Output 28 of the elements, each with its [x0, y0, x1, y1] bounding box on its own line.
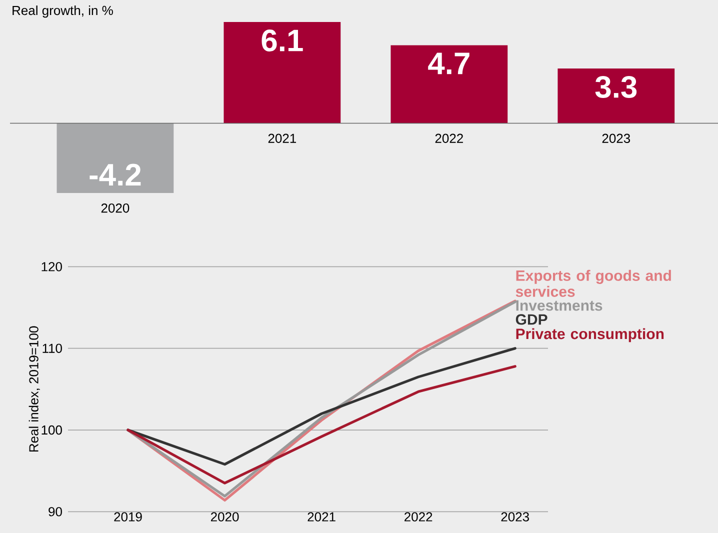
y-axis-title: Real index, 2019=100 [28, 326, 40, 452]
bar [56, 123, 174, 193]
bar [224, 22, 341, 124]
data-label: 6.1 [262, 30, 303, 52]
data-label: 3.3 [595, 76, 637, 98]
bar [558, 68, 675, 124]
y-tick-label: 100 [42, 425, 62, 435]
x-tick-label: 2020 [210, 512, 239, 522]
y-tick-label: 90 [48, 507, 62, 516]
x-tick-label: 2020 [101, 204, 130, 213]
x-tick-label: 2021 [268, 134, 296, 143]
x-tick-label: 2023 [602, 134, 630, 143]
series-label: Private consumption [516, 328, 664, 342]
series-label: Exports of goods and services [516, 270, 671, 297]
series-label: GDP [516, 314, 548, 325]
chart-title: Real growth, in % [12, 6, 113, 18]
x-tick-label: 2022 [435, 134, 463, 143]
x-tick-label: 2023 [501, 512, 529, 522]
x-tick-label: 2021 [308, 512, 336, 522]
x-tick-label: 2019 [114, 512, 142, 522]
data-label: 4.7 [428, 52, 470, 74]
y-tick-label: 120 [42, 262, 62, 272]
x-tick-label: 2022 [404, 512, 432, 522]
line-series [126, 365, 516, 484]
y-tick-label: 110 [42, 344, 62, 353]
series-label: Investments [516, 300, 602, 311]
data-label: -4.2 [90, 164, 141, 186]
bar [390, 45, 508, 124]
